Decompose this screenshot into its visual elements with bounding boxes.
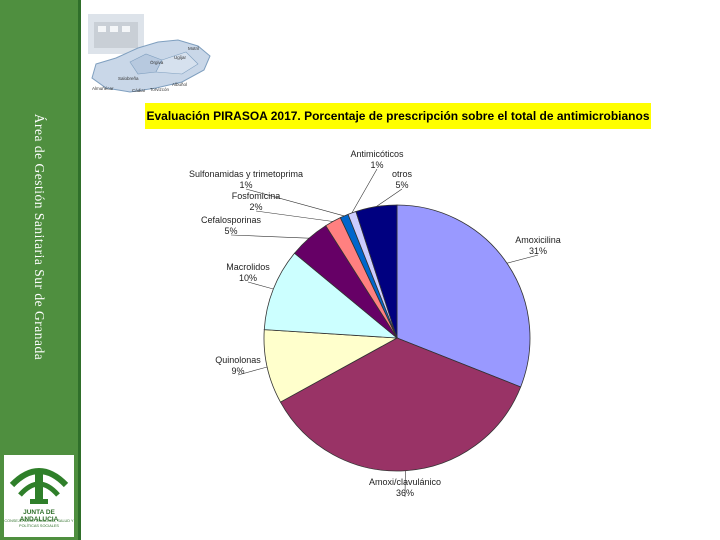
slice-label: Quinolonas: [215, 355, 261, 365]
slice-label: Cefalosporinas: [201, 215, 262, 225]
pie-slice: [263, 252, 399, 339]
slice-label: Amoxicilina: [515, 235, 561, 245]
leader-line: [237, 366, 268, 376]
slice-value-label: 9%: [231, 366, 244, 376]
map-label: Ugíjar: [174, 55, 187, 60]
map-graphic: [88, 14, 211, 93]
logo-line-2: CONSEJERÍA DE IGUALDAD, SALUD Y POLÍTICA…: [4, 519, 74, 528]
pie-slice: [396, 204, 531, 388]
sidebar-edge: [78, 0, 81, 540]
chart-title: Evaluación PIRASOA 2017. Porcentaje de p…: [145, 103, 651, 129]
slice-value-label: 1%: [239, 180, 252, 190]
slice-value-label: 5%: [395, 180, 408, 190]
map-label: Almuñécar: [92, 86, 114, 91]
junta-logo: JUNTA DE ANDALUCIA CONSEJERÍA DE IGUALDA…: [4, 455, 74, 537]
slice-label: Macrolidos: [226, 262, 270, 272]
region-map: Motril Órgiva Salobreña Almuñécar Albuño…: [86, 12, 216, 98]
slice-label: Fosfomicina: [232, 191, 281, 201]
slice-value-label: 36%: [396, 488, 414, 498]
slice-value-label: 1%: [370, 160, 383, 170]
leader-line: [255, 210, 333, 222]
leader-line: [351, 168, 378, 214]
leader-line: [247, 281, 274, 290]
slice-label: Sulfonamidas y trimetoprima: [189, 169, 303, 179]
map-label: Salobreña: [118, 76, 139, 81]
slice-value-label: 31%: [529, 246, 547, 256]
map-label: Cádiar: [132, 88, 146, 93]
slice-value-label: 5%: [224, 226, 237, 236]
map-label: Órgiva: [150, 60, 164, 65]
map-label: Torvizcón: [150, 87, 170, 92]
leader-line: [376, 188, 403, 207]
slice-label: Antimicóticos: [350, 149, 404, 159]
sidebar: Área de Gestión Sanitaria Sur de Granada…: [0, 0, 78, 540]
junta-emblem-icon: [9, 468, 69, 504]
leader-line: [245, 188, 345, 217]
slice-label: otros: [392, 169, 413, 179]
map-label: Motril: [188, 46, 199, 51]
pie-slice: [355, 204, 398, 339]
map-label: Albuñol: [172, 82, 188, 87]
slice-value-label: 10%: [239, 273, 257, 283]
leader-line: [506, 254, 539, 264]
logo-line-1: JUNTA DE ANDALUCIA: [19, 509, 59, 523]
slice-value-label: 2%: [249, 202, 262, 212]
leader-line: [230, 234, 310, 239]
slice-label: Amoxi/clavulánico: [369, 477, 441, 487]
